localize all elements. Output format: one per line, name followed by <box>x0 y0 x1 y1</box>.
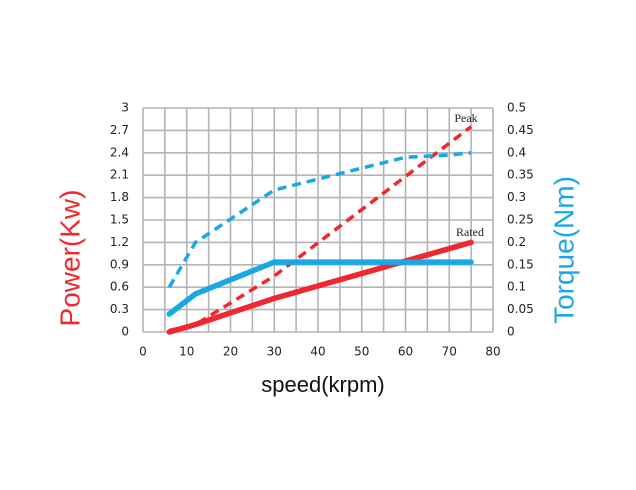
series-line <box>166 259 474 317</box>
y-tick-label: 0 <box>121 325 129 339</box>
series-line <box>166 239 474 335</box>
y-tick-label: 1.2 <box>110 235 129 249</box>
y2-tick-label: 0.2 <box>507 235 526 249</box>
y-tick-label: 0.9 <box>110 257 129 271</box>
y2-tick-label: 0.3 <box>507 190 526 204</box>
y-tick-label: 1.8 <box>110 190 129 204</box>
x-axis-label: speed(krpm) <box>261 372 384 397</box>
annotation: Rated <box>456 225 484 239</box>
x-tick-label: 80 <box>485 345 500 359</box>
x-tick-label: 30 <box>267 345 282 359</box>
y-tick-label: 1.5 <box>110 213 129 227</box>
y-tick-label: 0.3 <box>110 302 129 316</box>
y2-tick-label: 0.45 <box>507 123 534 137</box>
x-tick-label: 70 <box>442 345 457 359</box>
series-line <box>168 125 473 333</box>
y-tick-label: 2.4 <box>110 145 129 159</box>
annotation: Peak <box>454 111 477 125</box>
x-tick-label: 10 <box>179 345 194 359</box>
y2-tick-label: 0.5 <box>507 101 526 115</box>
y-tick-label: 3 <box>121 101 129 115</box>
y-tick-label: 2.7 <box>110 123 129 137</box>
x-tick-label: 50 <box>354 345 369 359</box>
y2-axis-label: Torque(Nm) <box>548 176 579 324</box>
y2-tick-label: 0.15 <box>507 257 534 271</box>
x-tick-label: 20 <box>223 345 238 359</box>
x-tick-label: 0 <box>139 345 147 359</box>
y-tick-label: 2.1 <box>110 168 129 182</box>
y2-tick-label: 0 <box>507 325 515 339</box>
x-tick-label: 60 <box>398 345 413 359</box>
y-tick-label: 0.6 <box>110 280 129 294</box>
series-line <box>167 151 472 289</box>
y-axis-label: Power(Kw) <box>54 190 85 327</box>
y2-tick-label: 0.25 <box>507 213 534 227</box>
y2-tick-label: 0.35 <box>507 168 534 182</box>
x-tick-label: 40 <box>310 345 325 359</box>
y2-tick-label: 0.1 <box>507 280 526 294</box>
y2-tick-label: 0.05 <box>507 302 534 316</box>
y2-tick-label: 0.4 <box>507 145 526 159</box>
